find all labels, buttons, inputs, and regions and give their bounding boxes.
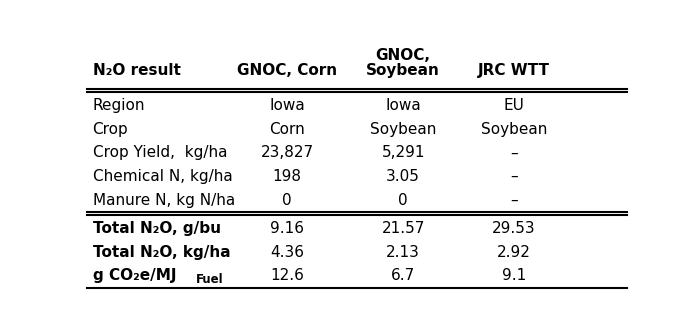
- Text: 2.13: 2.13: [386, 245, 420, 260]
- Text: 5,291: 5,291: [381, 145, 425, 160]
- Text: 12.6: 12.6: [270, 268, 304, 283]
- Text: Chemical N, kg/ha: Chemical N, kg/ha: [93, 169, 232, 184]
- Text: Iowa: Iowa: [269, 98, 305, 113]
- Text: Region: Region: [93, 98, 145, 113]
- Text: –: –: [510, 169, 518, 184]
- Text: 2.92: 2.92: [497, 245, 531, 260]
- Text: 21.57: 21.57: [381, 221, 424, 236]
- Text: g CO₂e/MJ: g CO₂e/MJ: [93, 268, 176, 283]
- Text: JRC WTT: JRC WTT: [478, 63, 550, 78]
- Text: GNOC,: GNOC,: [376, 48, 431, 63]
- Text: 9.1: 9.1: [502, 268, 526, 283]
- Text: 6.7: 6.7: [391, 268, 415, 283]
- Text: Soybean: Soybean: [366, 63, 440, 78]
- Text: –: –: [510, 193, 518, 208]
- Text: Total N₂O, kg/ha: Total N₂O, kg/ha: [93, 245, 230, 260]
- Text: Iowa: Iowa: [385, 98, 421, 113]
- Text: Total N₂O, g/bu: Total N₂O, g/bu: [93, 221, 220, 236]
- Text: 29.53: 29.53: [492, 221, 536, 236]
- Text: 198: 198: [273, 169, 302, 184]
- Text: Corn: Corn: [269, 122, 305, 137]
- Text: 0: 0: [282, 193, 292, 208]
- Text: 4.36: 4.36: [270, 245, 304, 260]
- Text: Soybean: Soybean: [370, 122, 436, 137]
- Text: Crop Yield,  kg/ha: Crop Yield, kg/ha: [93, 145, 227, 160]
- Text: 3.05: 3.05: [386, 169, 420, 184]
- Text: GNOC, Corn: GNOC, Corn: [237, 63, 337, 78]
- Text: Manure N, kg N/ha: Manure N, kg N/ha: [93, 193, 235, 208]
- Text: 23,827: 23,827: [261, 145, 314, 160]
- Text: N₂O result: N₂O result: [93, 63, 181, 78]
- Text: 9.16: 9.16: [270, 221, 304, 236]
- Text: EU: EU: [503, 98, 524, 113]
- Text: Soybean: Soybean: [481, 122, 547, 137]
- Text: Crop: Crop: [93, 122, 128, 137]
- Text: 0: 0: [398, 193, 408, 208]
- Text: Fuel: Fuel: [197, 273, 224, 286]
- Text: –: –: [510, 145, 518, 160]
